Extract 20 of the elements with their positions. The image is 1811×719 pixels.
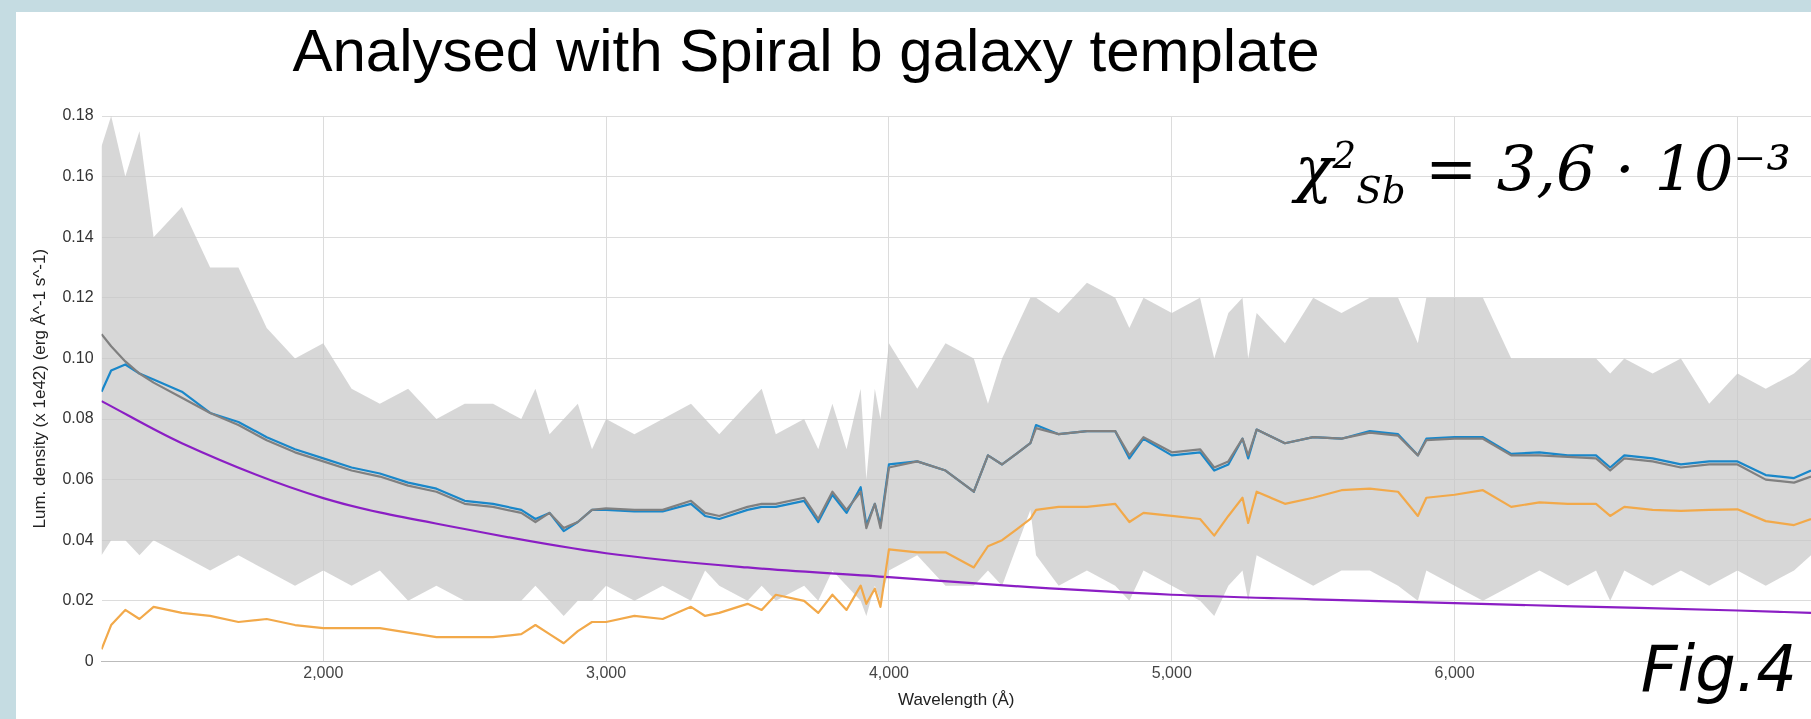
y-tick-label: 0.04 [62, 530, 94, 548]
y-tick-label: 0.12 [62, 288, 94, 306]
x-tick-label: 3,000 [586, 664, 627, 682]
x-tick-label: 4,000 [868, 664, 910, 682]
y-tick-label: 0.10 [62, 348, 94, 366]
y-tick-label: 0 [84, 651, 94, 669]
x-tick-label: 2,000 [303, 664, 344, 682]
y-axis-title: Lum. density (x 1e42) (erg Å^-1 s^-1) [29, 248, 49, 529]
x-tick-label: 6,000 [1434, 664, 1475, 682]
y-tick-label: 0.14 [62, 227, 94, 245]
y-tick-label: 0.02 [62, 591, 94, 609]
line-series [101, 400, 1811, 615]
x-tick-label: 5,000 [1151, 664, 1192, 682]
y-tick-label: 0.18 [62, 106, 94, 124]
y-tick-label: 0.08 [62, 409, 94, 427]
y-tick-label: 0.16 [62, 167, 94, 185]
x-axis-title: Wavelength (Å) [898, 690, 1015, 710]
chart-title: Analysed with Spiral b galaxy template [291, 16, 1321, 85]
y-tick-label: 0.06 [62, 470, 94, 488]
annotation: Fig.4 [1640, 632, 1797, 706]
